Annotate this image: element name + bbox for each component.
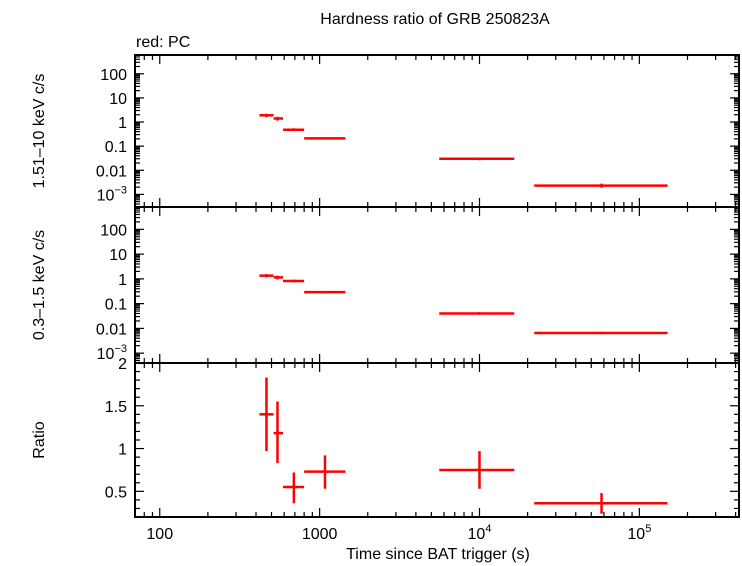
y-axis-label: 0.3–1.5 keV c/s	[31, 230, 48, 340]
x-axis-label: Time since BAT trigger (s)	[346, 546, 530, 563]
y-tick-label: 1	[118, 442, 127, 459]
y-tick-label-base: 10	[109, 91, 127, 108]
y-tick-label-base: 1	[118, 115, 127, 132]
panel-frame	[134, 54, 740, 208]
y-tick-label: 1	[118, 115, 127, 132]
panel-frame	[134, 206, 740, 364]
y-tick-label: 1.5	[105, 399, 127, 416]
x-tick-label: 1000	[302, 526, 338, 543]
y-tick-label: 0.1	[105, 297, 127, 314]
y-tick-label-base: 100	[100, 222, 127, 239]
y-tick-label: 2	[118, 356, 127, 373]
data-point	[534, 493, 668, 514]
data-point	[439, 312, 515, 315]
y-tick-label-base: 10	[97, 346, 115, 363]
data-point	[304, 137, 346, 140]
y-tick-label: 0.01	[96, 163, 127, 180]
y-tick-label: 0.01	[96, 321, 127, 338]
y-tick-label-base: 0.1	[105, 139, 127, 156]
y-tick-label-base: 0.1	[105, 297, 127, 314]
y-tick-label: 10	[109, 91, 127, 108]
y-tick-label: 10−3	[97, 343, 127, 363]
data-point	[259, 377, 274, 452]
x-tick-label-exponent: 4	[485, 523, 491, 535]
x-tick-label-base: 10	[627, 526, 645, 543]
data-point	[259, 274, 274, 278]
x-tick-label: 100	[146, 526, 173, 543]
y-tick-label: 1	[118, 272, 127, 289]
y-tick-label: 0.5	[105, 484, 127, 501]
data-point	[273, 401, 283, 464]
x-tick-label: 105	[627, 523, 651, 543]
data-point	[282, 472, 305, 504]
y-tick-label: 100	[100, 67, 127, 84]
y-tick-label: 10	[109, 247, 127, 264]
x-tick-label-base: 1000	[302, 526, 338, 543]
y-axis-label: 1.51–10 keV c/s	[31, 74, 48, 189]
data-point	[273, 116, 283, 121]
data-point	[304, 455, 346, 489]
data-point	[273, 275, 283, 280]
y-axis-label: Ratio	[31, 421, 48, 458]
data-point	[534, 183, 668, 188]
panel-3: 0.5 1 1.5 2 Ratio	[31, 356, 740, 518]
data-point	[439, 451, 515, 489]
y-tick-label-base: 100	[100, 67, 127, 84]
y-tick-label-base: 1.5	[105, 399, 127, 416]
x-tick-label: 104	[468, 523, 492, 543]
x-tick-label-exponent: 5	[645, 523, 651, 535]
y-tick-label-base: 0.01	[96, 321, 127, 338]
data-point	[439, 157, 515, 161]
data-point	[282, 279, 305, 283]
y-tick-label-base: 1	[118, 272, 127, 289]
y-tick-label-base: 1	[118, 442, 127, 459]
y-tick-label: 10−3	[97, 184, 127, 204]
y-tick-label-base: 0.01	[96, 163, 127, 180]
y-tick-label-base: 0.5	[105, 484, 127, 501]
y-tick-label-base: 10	[109, 247, 127, 264]
data-point	[304, 290, 346, 294]
y-tick-label-exponent: −3	[114, 343, 127, 355]
chart-subtitle: red: PC	[136, 34, 190, 51]
y-tick-label-base: 2	[118, 356, 127, 373]
x-tick-label-base: 10	[468, 526, 486, 543]
y-tick-label: 0.1	[105, 139, 127, 156]
y-tick-label: 100	[100, 222, 127, 239]
data-point	[534, 331, 668, 335]
panel-frame	[134, 362, 740, 518]
x-tick-label-base: 100	[146, 526, 173, 543]
data-point	[282, 128, 305, 132]
data-point	[259, 113, 274, 118]
chart-title: Hardness ratio of GRB 250823A	[320, 11, 550, 28]
y-tick-label-exponent: −3	[114, 184, 127, 196]
y-tick-label-base: 10	[97, 187, 115, 204]
